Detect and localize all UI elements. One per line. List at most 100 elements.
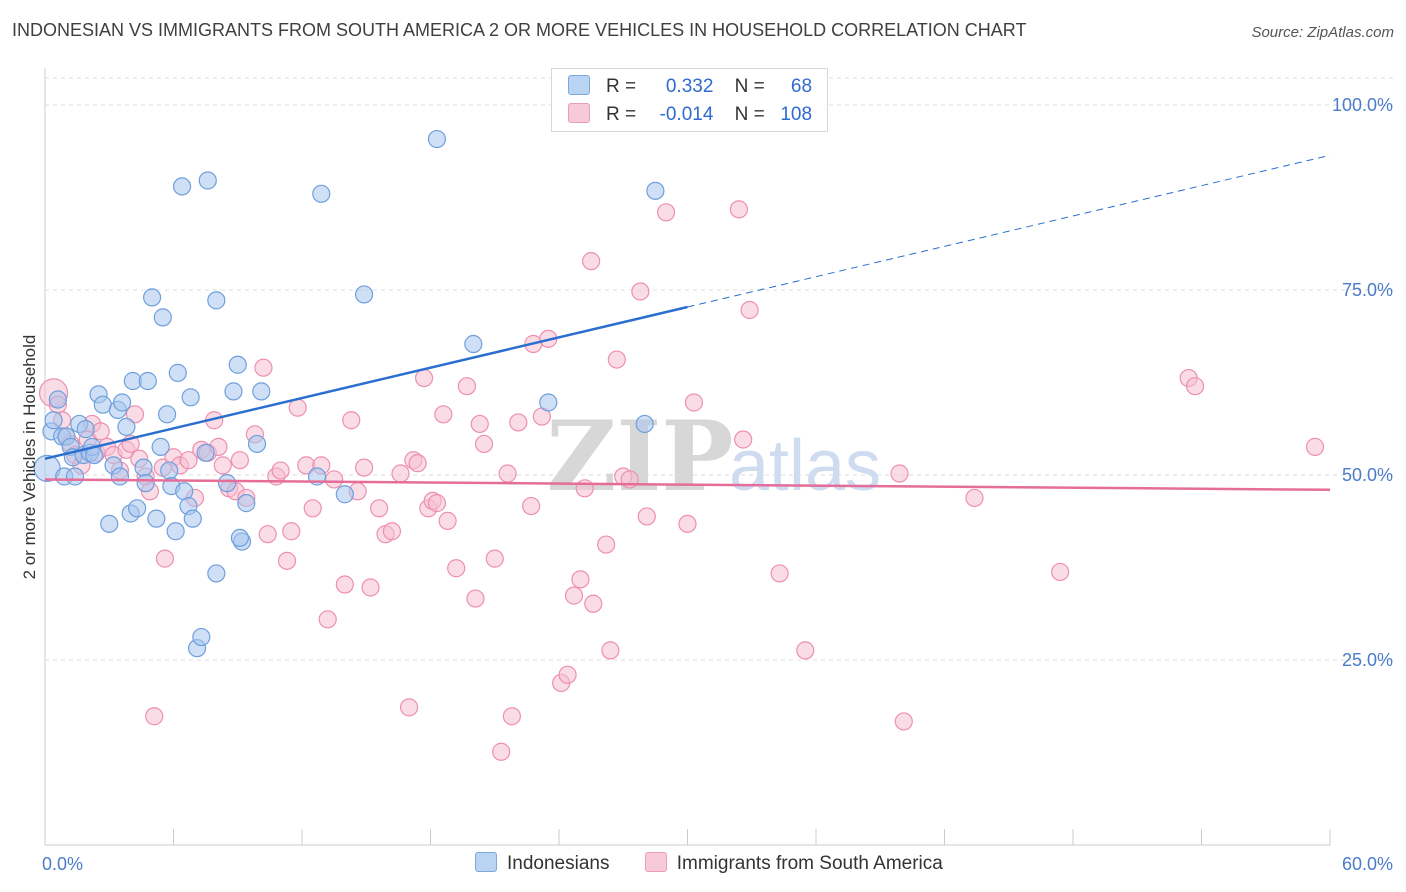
point-immigrants: [470, 414, 489, 434]
point-indonesians: [76, 420, 95, 439]
point-immigrants: [890, 464, 909, 483]
point-immigrants: [155, 549, 175, 568]
legend-n-value: 68: [790, 76, 813, 97]
point-immigrants: [678, 514, 697, 533]
legend-swatch-blue: [475, 852, 497, 872]
point-immigrants: [770, 564, 789, 583]
point-indonesians: [464, 334, 483, 354]
point-immigrants: [230, 451, 249, 470]
point-indonesians: [196, 443, 215, 462]
point-immigrants: [485, 549, 504, 568]
trend-immigrants: [44, 478, 1331, 492]
point-indonesians: [136, 474, 155, 493]
point-indonesians: [198, 171, 217, 190]
legend-item-label: Indonesians: [507, 853, 610, 874]
legend-item-indonesians: Indonesians: [475, 852, 609, 875]
point-indonesians: [207, 564, 226, 583]
point-indonesians: [112, 393, 132, 412]
point-immigrants: [597, 535, 616, 554]
legend-n-value: 108: [780, 104, 813, 125]
point-immigrants: [427, 494, 447, 513]
point-immigrants: [355, 458, 374, 477]
legend-swatch-blue: [568, 75, 590, 95]
source-credit: Source: ZipAtlas.com: [1251, 24, 1394, 41]
point-immigrants: [335, 575, 354, 594]
point-immigrants: [125, 405, 145, 424]
point-immigrants: [498, 464, 517, 483]
point-indonesians: [224, 382, 243, 401]
point-immigrants: [391, 464, 410, 483]
point-indonesians: [427, 129, 447, 149]
trend-lines: [44, 154, 1331, 492]
point-indonesians: [635, 414, 654, 434]
point-indonesians: [138, 371, 157, 391]
point-indonesians: [100, 514, 119, 533]
point-indonesians: [230, 528, 249, 548]
point-indonesians: [355, 285, 374, 304]
legend-swatch-pink: [568, 103, 590, 123]
point-immigrants: [325, 470, 344, 489]
point-immigrants: [408, 454, 427, 473]
point-indonesians: [312, 184, 331, 203]
point-indonesians: [207, 291, 226, 310]
point-indonesians: [181, 388, 200, 407]
point-immigrants: [734, 430, 753, 449]
tick-labels: 25.0% 50.0% 75.0% 100.0% 0.0% 60.0%: [42, 95, 1393, 874]
point-indonesians: [127, 499, 147, 518]
point-indonesians: [160, 461, 179, 480]
point-indonesians: [168, 363, 187, 382]
point-immigrants: [271, 461, 290, 480]
point-indonesians: [147, 509, 166, 528]
point-immigrants: [438, 511, 457, 530]
legend-item-immigrants: Immigrants from South America: [644, 852, 943, 875]
x-tick-label-max: 60.0%: [1342, 854, 1393, 874]
point-immigrants: [282, 522, 301, 541]
point-immigrants: [492, 742, 511, 761]
point-immigrants: [571, 570, 590, 589]
point-immigrants: [607, 350, 626, 369]
point-indonesians: [33, 454, 61, 482]
chart-title: INDONESIAN VS IMMIGRANTS FROM SOUTH AMER…: [12, 20, 1027, 40]
point-indonesians: [183, 509, 202, 528]
point-immigrants: [258, 525, 277, 544]
point-indonesians: [539, 393, 558, 412]
point-immigrants: [91, 422, 110, 441]
series-legend: Indonesians Immigrants from South Americ…: [475, 852, 973, 875]
point-indonesians: [110, 467, 130, 486]
correlation-legend: R = 0.332 N = 68 R = -0.014 N = 108: [551, 68, 828, 132]
point-immigrants: [457, 377, 477, 396]
point-immigrants: [502, 707, 521, 726]
point-immigrants: [796, 641, 815, 660]
point-immigrants: [558, 665, 577, 684]
point-immigrants: [1185, 377, 1205, 396]
point-immigrants: [179, 451, 198, 470]
point-immigrants: [522, 496, 541, 516]
point-indonesians: [247, 434, 267, 454]
point-immigrants: [575, 479, 594, 498]
x-tick-label-min: 0.0%: [42, 854, 83, 874]
point-indonesians: [252, 382, 271, 401]
point-immigrants: [656, 203, 676, 222]
point-immigrants: [474, 434, 494, 454]
point-indonesians: [153, 308, 172, 327]
point-immigrants: [637, 507, 656, 526]
point-immigrants: [509, 413, 528, 432]
legend-r-label: R =: [606, 104, 637, 125]
point-indonesians: [166, 522, 185, 541]
point-immigrants: [684, 393, 704, 412]
point-immigrants: [434, 405, 453, 424]
y-tick-label: 100.0%: [1332, 95, 1393, 115]
point-immigrants: [729, 200, 749, 219]
point-immigrants: [370, 499, 389, 518]
watermark: ZIP atlas: [546, 400, 881, 513]
point-indonesians: [134, 458, 153, 477]
point-immigrants: [342, 411, 361, 430]
y-tick-label: 50.0%: [1342, 465, 1393, 485]
legend-n-label: N =: [734, 104, 765, 125]
legend-r-value: 0.332: [665, 76, 714, 97]
point-immigrants: [145, 707, 164, 726]
point-indonesians: [48, 390, 67, 409]
point-indonesians: [157, 405, 177, 424]
point-immigrants: [382, 522, 402, 541]
point-immigrants: [631, 282, 650, 301]
